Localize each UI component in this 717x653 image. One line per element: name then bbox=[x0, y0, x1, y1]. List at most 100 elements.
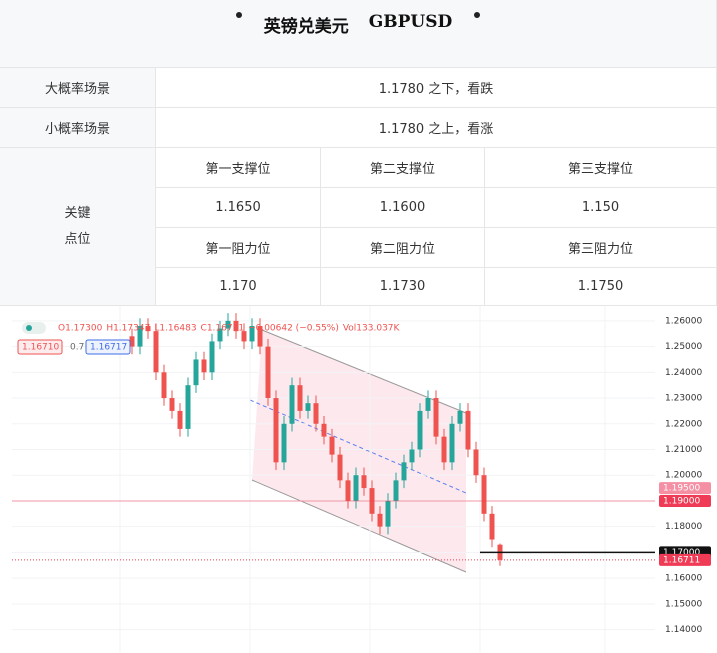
candle-body bbox=[489, 513, 495, 540]
candle-body bbox=[313, 403, 319, 424]
legend-value: Vol133.037K bbox=[343, 324, 401, 334]
key-label-line: 关键 bbox=[64, 205, 91, 221]
y-tick-label: 1.25000 bbox=[665, 342, 702, 352]
candle-body bbox=[137, 326, 143, 347]
row-label: 小概率场景 bbox=[0, 108, 156, 148]
candle-body bbox=[193, 359, 199, 386]
candle-body bbox=[337, 454, 343, 481]
candle-body bbox=[377, 513, 383, 527]
level-header: 第三支撑位 bbox=[485, 148, 717, 188]
candle-body bbox=[449, 423, 455, 463]
candle-body bbox=[281, 423, 287, 463]
level-header: 第二支撑位 bbox=[321, 148, 485, 188]
price-tag-label: 1.16711 bbox=[663, 555, 700, 565]
candle-body bbox=[457, 410, 463, 424]
candle-body bbox=[257, 326, 263, 347]
y-tick-label: 1.22000 bbox=[665, 419, 702, 429]
candle-body bbox=[265, 346, 271, 399]
candle-body bbox=[361, 475, 367, 489]
legend-value: H1.17347 bbox=[106, 324, 150, 334]
candle-body bbox=[145, 326, 151, 332]
candle-body bbox=[177, 410, 183, 429]
price-tag bbox=[659, 494, 711, 507]
price-tag-label: 1.19000 bbox=[663, 496, 700, 506]
row-label: 大概率场景 bbox=[0, 68, 156, 108]
level-header: 第三阻力位 bbox=[485, 228, 717, 268]
candle-body bbox=[417, 410, 423, 450]
candle-body bbox=[409, 449, 415, 463]
candle-body bbox=[217, 328, 223, 342]
candle-body bbox=[297, 385, 303, 411]
candle-body bbox=[465, 410, 471, 450]
level-value: 1.170 bbox=[156, 268, 321, 306]
candle-body bbox=[305, 403, 311, 411]
price-tag bbox=[659, 553, 711, 566]
title: 英镑兑美元 bbox=[263, 17, 349, 37]
badge-label: 0.7 bbox=[70, 343, 84, 353]
candle-body bbox=[393, 480, 399, 501]
candle-body bbox=[169, 398, 175, 411]
y-tick-label: 1.20000 bbox=[665, 471, 702, 481]
candle-body bbox=[233, 320, 239, 332]
candle-body bbox=[129, 336, 135, 347]
y-tick-label: 1.15000 bbox=[665, 599, 702, 609]
header: 英镑兑美元 GBPUSD bbox=[0, 0, 717, 68]
candle-body bbox=[241, 331, 247, 342]
legend-value: C1.16711 bbox=[201, 324, 245, 334]
row-value: 1.1780 之下，看跌 bbox=[156, 68, 717, 108]
candle-body bbox=[225, 320, 231, 329]
y-tick-label: 1.18000 bbox=[665, 522, 702, 532]
chart: 1.26000 1.25000 1.24000 1.23000 1.22000 1.210… bbox=[0, 306, 717, 653]
price-tag-label: 1.19500 bbox=[663, 484, 700, 494]
candle-body bbox=[321, 423, 327, 437]
legend-value: −0.00642 (−0.55%) bbox=[248, 324, 339, 334]
channel-top bbox=[261, 329, 467, 414]
channel-fill bbox=[252, 330, 466, 572]
legend-value: L1.16483 bbox=[154, 324, 196, 334]
candle-body bbox=[209, 341, 215, 373]
level-header: 第一支撑位 bbox=[156, 148, 321, 188]
candle-body bbox=[161, 372, 167, 399]
key-label: 关键 点位 bbox=[0, 148, 156, 306]
level-value: 1.1650 bbox=[156, 188, 321, 228]
candle-body bbox=[249, 326, 255, 342]
y-tick-label: 1.14000 bbox=[665, 625, 702, 635]
level-value: 1.150 bbox=[485, 188, 717, 228]
badge-box bbox=[85, 339, 131, 355]
candle-body bbox=[289, 385, 295, 424]
price-tag-label: 1.17000 bbox=[663, 548, 700, 558]
level-header: 第一阻力位 bbox=[156, 228, 321, 268]
candle-body bbox=[481, 475, 487, 514]
candle-body bbox=[385, 500, 391, 527]
candle-body bbox=[345, 480, 351, 501]
y-tick-label: 1.26000 bbox=[665, 316, 702, 326]
y-tick-label: 1.24000 bbox=[665, 368, 702, 378]
y-tick-label: 1.16000 bbox=[665, 574, 702, 584]
level-value: 1.1730 bbox=[321, 268, 485, 306]
level-value: 1.1600 bbox=[321, 188, 485, 228]
candle-body bbox=[329, 436, 335, 455]
candle-body bbox=[425, 398, 431, 411]
y-tick-label: 1.23000 bbox=[665, 394, 702, 404]
candle-body bbox=[401, 462, 407, 481]
badge-box bbox=[17, 339, 63, 355]
candle-body bbox=[153, 331, 159, 373]
candle-body bbox=[433, 398, 439, 437]
candle-body bbox=[273, 398, 279, 463]
legend-value: O1.17300 bbox=[58, 324, 103, 334]
channel-bottom bbox=[251, 479, 467, 573]
symbol: GBPUSD bbox=[368, 12, 453, 32]
legend-icon-dot bbox=[26, 325, 32, 331]
candle-body bbox=[185, 385, 191, 429]
level-value: 1.1750 bbox=[485, 268, 717, 306]
row-value: 1.1780 之上，看涨 bbox=[156, 108, 717, 148]
legend-icon bbox=[22, 322, 46, 334]
key-label-line: 点位 bbox=[64, 231, 91, 247]
level-header: 第二阻力位 bbox=[321, 228, 485, 268]
candle-body bbox=[353, 475, 359, 501]
y-tick-label: 1.21000 bbox=[665, 445, 702, 455]
badge-label: 1.16710 bbox=[22, 343, 59, 353]
candle-body bbox=[441, 436, 447, 463]
candle-body bbox=[473, 449, 479, 476]
